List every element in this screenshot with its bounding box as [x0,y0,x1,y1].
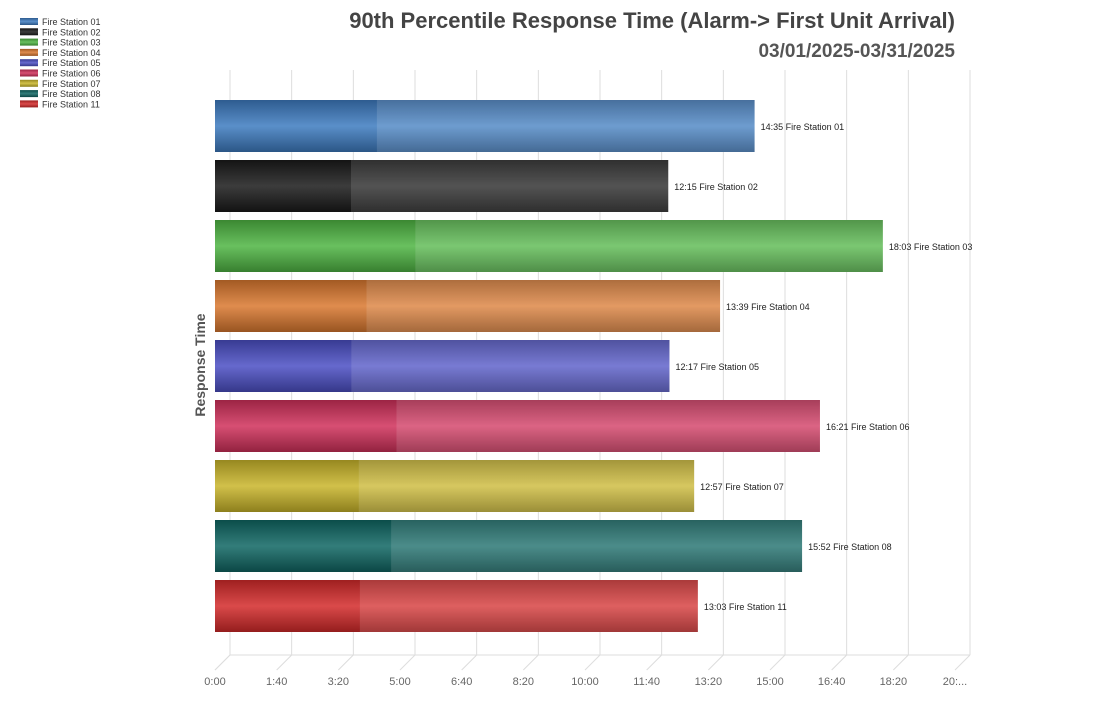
x-tick-label: 18:20 [880,676,908,688]
data-label-value: 13:03 [704,602,727,612]
bar [215,520,803,572]
legend-item[interactable]: Fire Station 06 [42,69,101,79]
x-tick-label: 11:40 [633,676,660,688]
data-label: 13:39 Fire Station 04 [726,302,810,312]
data-label-value: 12:57 [700,482,723,492]
data-label-value: 15:52 [808,542,831,552]
data-label-value: 14:35 [761,122,784,132]
data-label: 15:52 Fire Station 08 [808,542,892,552]
tick-mark [461,654,478,671]
data-label-category: Fire Station 02 [699,182,758,192]
x-tick-label: 0:00 [204,676,225,688]
tick-mark [646,654,663,671]
bar [215,220,883,272]
bar [215,400,820,452]
bar-highlight [350,160,669,212]
data-label: 18:03 Fire Station 03 [889,242,973,252]
tick-mark [399,654,416,671]
legend-swatch [20,90,38,98]
tick-mark [954,654,971,671]
bar [215,280,721,332]
tick-mark [337,654,354,671]
data-label-value: 12:15 [674,182,697,192]
data-label-category: Fire Station 08 [833,542,892,552]
bar-highlight [415,220,883,272]
data-label-category: Fire Station 01 [786,122,845,132]
tick-mark [584,654,601,671]
bar-highlight [376,100,755,152]
tick-mark [831,654,848,671]
bar-highlight [396,400,820,452]
legend-swatch [20,28,38,36]
bar-highlight [366,280,721,332]
bar [215,340,670,392]
data-label: 12:17 Fire Station 05 [675,362,759,372]
bar-highlight [351,340,670,392]
bar [215,580,698,632]
bar [215,460,695,512]
tick-mark [707,654,724,671]
data-label-value: 16:21 [826,422,849,432]
data-label: 12:15 Fire Station 02 [674,182,758,192]
data-label-category: Fire Station 07 [725,482,784,492]
x-tick-label: 13:20 [695,676,723,688]
data-label-value: 12:17 [675,362,698,372]
x-tick-label: 1:40 [266,676,287,688]
tick-mark [892,654,909,671]
data-label-category: Fire Station 03 [914,242,973,252]
chart-title: 90th Percentile Response Time (Alarm-> F… [349,8,955,33]
y-axis-label: Response Time [192,313,208,416]
floor-left-edge [214,654,231,671]
data-label: 16:21 Fire Station 06 [826,422,910,432]
legend-item[interactable]: Fire Station 11 [42,99,100,109]
legend-swatch [20,18,38,25]
legend-item[interactable]: Fire Station 03 [42,38,101,48]
x-tick-label: 8:20 [513,676,534,688]
x-tick-label: 20:... [943,676,967,688]
tick-mark [522,654,539,671]
data-label-category: Fire Station 05 [701,362,760,372]
legend-swatch [20,59,38,67]
x-tick-label: 15:00 [756,676,784,688]
bar-highlight [391,520,803,572]
bar [215,160,669,212]
legend-swatch [20,100,38,108]
x-tick-label: 5:00 [389,676,410,688]
legend-item[interactable]: Fire Station 07 [42,79,101,89]
legend-item[interactable]: Fire Station 05 [42,58,101,68]
legend-swatch [20,38,38,46]
x-tick-label: 10:00 [571,676,599,688]
chart-subtitle: 03/01/2025-03/31/2025 [758,41,955,62]
bar [215,100,755,152]
data-label-category: Fire Station 04 [751,302,810,312]
legend-item[interactable]: Fire Station 04 [42,48,101,58]
data-label: 14:35 Fire Station 01 [761,122,845,132]
legend-item[interactable]: Fire Station 08 [42,89,101,99]
tick-mark [276,654,293,671]
bar-highlight [359,580,698,632]
x-tick-label: 6:40 [451,676,472,688]
legend-swatch [20,48,38,56]
legend-item[interactable]: Fire Station 01 [42,17,101,27]
legend-item[interactable]: Fire Station 02 [42,27,101,37]
data-label: 13:03 Fire Station 11 [704,602,787,612]
data-label-category: Fire Station 11 [729,602,787,612]
legend-swatch [20,79,38,87]
data-label-value: 18:03 [889,242,912,252]
data-label: 12:57 Fire Station 07 [700,482,784,492]
bar-highlight [358,460,695,512]
legend-swatch [20,69,38,77]
x-tick-label: 16:40 [818,676,846,688]
x-tick-label: 3:20 [328,676,349,688]
tick-mark [769,654,786,671]
data-label-value: 13:39 [726,302,749,312]
data-label-category: Fire Station 06 [851,422,910,432]
